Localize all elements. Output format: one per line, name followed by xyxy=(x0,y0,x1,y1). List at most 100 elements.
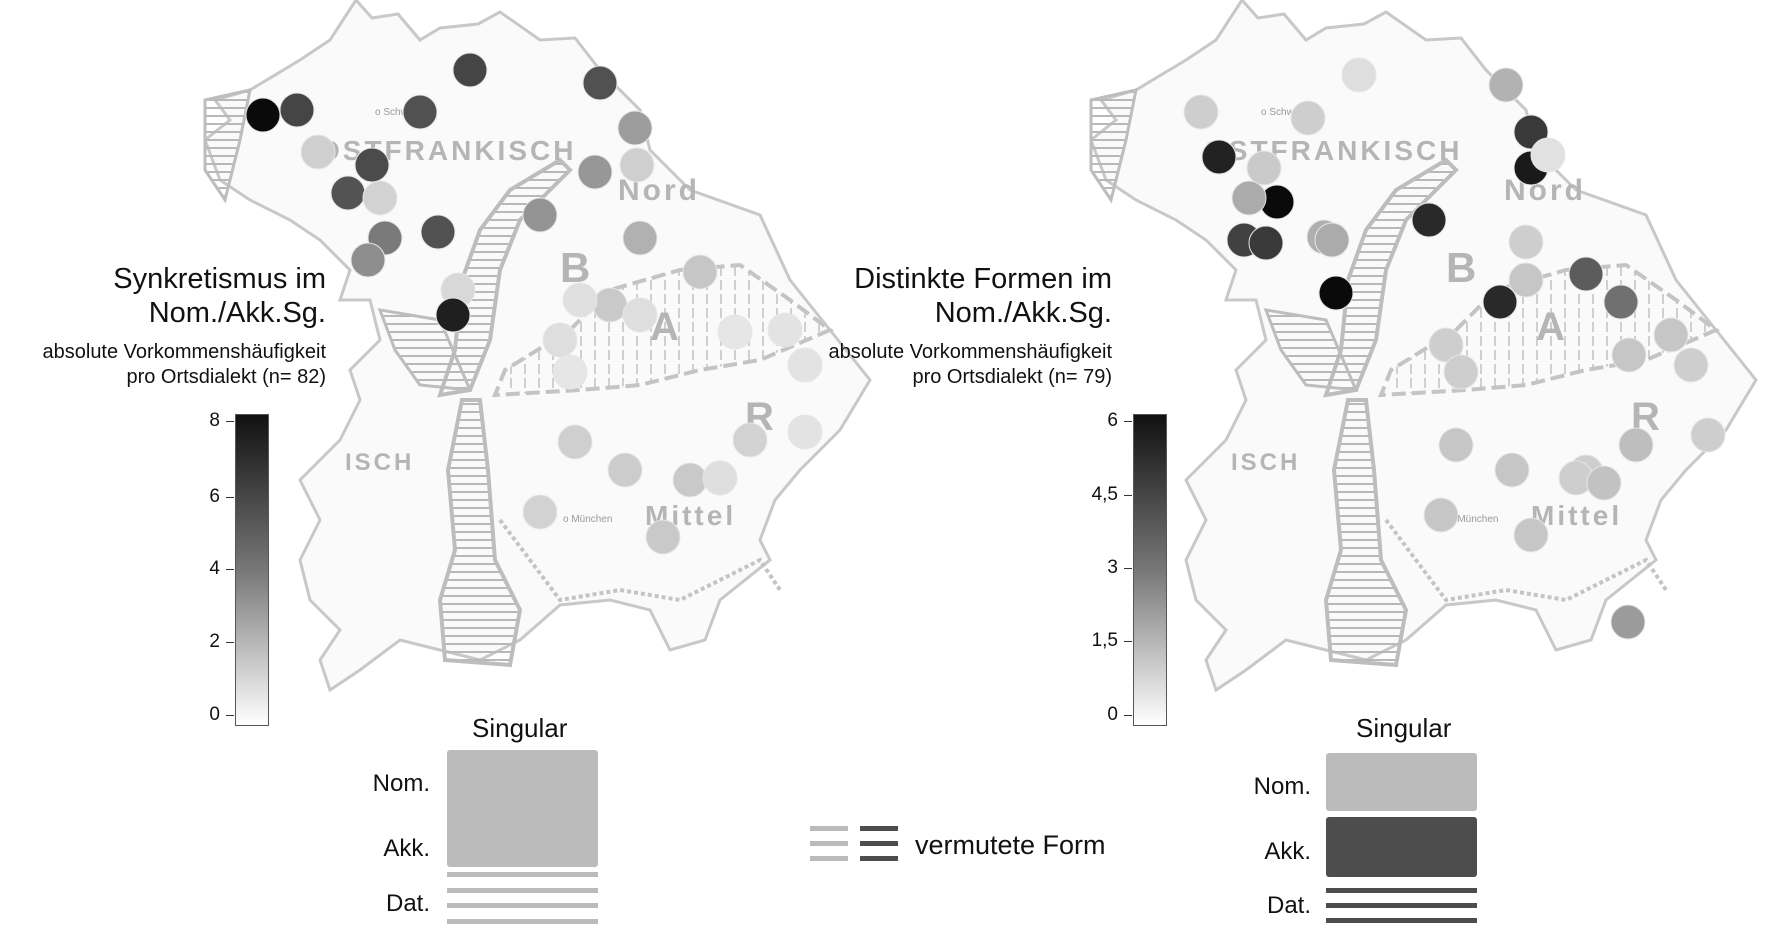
left-dialect-point xyxy=(592,287,628,323)
left-case-dat: Dat. xyxy=(385,890,430,917)
left-city-label-muenchen: o München xyxy=(563,514,612,525)
left-dialect-point xyxy=(557,424,593,460)
left-tick-mark xyxy=(226,569,234,570)
right-dialect-point xyxy=(1508,224,1544,260)
left-dialect-point xyxy=(607,452,643,488)
right-singular-title: Singular xyxy=(1356,713,1452,743)
right-title-line2: Nom./Akk.Sg. xyxy=(934,297,1112,329)
left-dat-stripe xyxy=(447,872,598,877)
left-tick-mark xyxy=(226,642,234,643)
left-dialect-point xyxy=(542,322,578,358)
hatch-dark-stripe xyxy=(860,856,898,861)
right-tick-label: 6 xyxy=(1107,410,1118,431)
right-dialect-point xyxy=(1611,337,1647,373)
hatch-light-stripe xyxy=(810,841,848,846)
left-title-line2: Nom./Akk.Sg. xyxy=(148,297,326,329)
left-dialect-point xyxy=(562,282,598,318)
right-dialect-point xyxy=(1443,354,1479,390)
right-dialect-point xyxy=(1411,202,1447,238)
right-dialect-point xyxy=(1290,100,1326,136)
right-tick-label: 4,5 xyxy=(1091,484,1118,505)
right-map-panel: OSTFRANKISCH Nord Mittel B A R ISCH o Schw o Mün… xyxy=(829,0,1772,931)
left-dialect-point xyxy=(672,462,708,498)
right-dialect-point xyxy=(1488,67,1524,103)
left-boundary-band xyxy=(203,88,252,204)
right-dialect-point xyxy=(1513,517,1549,553)
right-dialect-point xyxy=(1428,327,1464,363)
left-dialect-point xyxy=(279,92,315,128)
right-case-nom: Nom. xyxy=(1253,773,1311,800)
left-boundary-band xyxy=(437,398,523,668)
right-dialect-point xyxy=(1603,284,1639,320)
left-dialect-point xyxy=(622,297,658,333)
left-dialect-point xyxy=(787,414,823,450)
left-tick-label: 4 xyxy=(209,558,220,579)
right-city-label-schweinfurt: o Schw xyxy=(1261,107,1295,118)
left-dialect-point xyxy=(577,154,613,190)
left-dialect-point xyxy=(619,147,655,183)
left-case-nom: Nom. xyxy=(372,770,430,797)
right-color-scale xyxy=(1133,414,1167,726)
right-dialect-point xyxy=(1586,465,1622,501)
left-city-label-schweinfurt: o Schw xyxy=(375,107,409,118)
left-sub-line1: absolute Vorkommenshäufigkeit xyxy=(42,341,327,363)
right-dialect-point xyxy=(1568,256,1604,292)
left-dialect-point xyxy=(552,354,588,390)
left-dialect-point xyxy=(300,134,336,170)
left-nom-akk-box xyxy=(447,750,598,867)
left-dialect-point xyxy=(435,297,471,333)
right-dialect-point xyxy=(1423,497,1459,533)
left-dialect-point xyxy=(522,197,558,233)
right-dialect-point xyxy=(1201,139,1237,175)
right-legend-title: Distinkte Formen im Nom./Akk.Sg. xyxy=(752,262,1112,330)
right-sub-line2: pro Ortsdialekt (n= 79) xyxy=(912,366,1112,388)
right-region-label-ostfrankisch: OSTFRANKISCH xyxy=(1204,135,1462,166)
right-boundary-band xyxy=(1263,308,1359,392)
right-dialect-point xyxy=(1341,57,1377,93)
right-title-line1: Distinkte Formen im xyxy=(854,263,1112,295)
left-boundary-band xyxy=(377,308,473,392)
left-singular-title: Singular xyxy=(472,713,568,743)
hatch-dark-stripe xyxy=(860,826,898,831)
left-tick-mark xyxy=(226,715,234,716)
right-dialect-point xyxy=(1482,284,1518,320)
left-dat-stripe xyxy=(447,903,598,908)
left-region-label-b: B xyxy=(560,244,593,291)
hatch-legend-label: vermutete Form xyxy=(915,830,1106,860)
right-tick-mark xyxy=(1124,715,1132,716)
left-sub-line2: pro Ortsdialekt (n= 82) xyxy=(126,366,326,388)
right-nom-box xyxy=(1326,753,1477,811)
left-dialect-point xyxy=(330,175,366,211)
right-region-label-a: A xyxy=(1536,305,1568,349)
left-dialect-point xyxy=(452,52,488,88)
right-tick-label: 3 xyxy=(1107,557,1118,578)
right-dialect-point xyxy=(1653,317,1689,353)
right-tick-label: 0 xyxy=(1107,704,1118,725)
right-tick-label: 1,5 xyxy=(1091,630,1118,651)
left-dat-stripe xyxy=(447,888,598,893)
right-akk-box xyxy=(1326,817,1477,877)
left-dialect-point xyxy=(717,314,753,350)
right-tick-mark xyxy=(1124,641,1132,642)
right-dotted-boundary xyxy=(1384,518,1668,603)
left-title-line1: Synkretismus im xyxy=(113,263,326,295)
right-dialect-point xyxy=(1690,417,1726,453)
right-tick-mark xyxy=(1124,568,1132,569)
left-dialect-point xyxy=(732,422,768,458)
hatch-dark-stripe xyxy=(860,841,898,846)
left-legend-title: Synkretismus im Nom./Akk.Sg. xyxy=(0,262,326,330)
right-dialect-point xyxy=(1183,94,1219,130)
right-tick-mark xyxy=(1124,495,1132,496)
left-dialect-point xyxy=(787,347,823,383)
left-dialect-point xyxy=(645,519,681,555)
left-map-panel: OSTFRANKISCH Nord Mittel B A R ISCH o Schw o Mün… xyxy=(0,0,872,924)
right-dialect-point xyxy=(1246,150,1282,186)
right-tick-mark xyxy=(1124,421,1132,422)
right-dialect-point xyxy=(1314,222,1350,258)
left-dialect-point xyxy=(582,65,618,101)
right-dialect-point xyxy=(1673,347,1709,383)
right-dialect-point xyxy=(1438,427,1474,463)
left-dialect-point xyxy=(245,97,281,133)
left-tick-label: 2 xyxy=(209,631,220,652)
